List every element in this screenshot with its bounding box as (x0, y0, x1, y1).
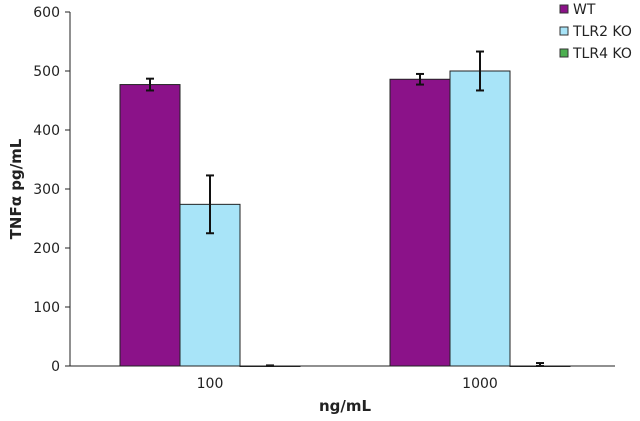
bar-wt-1000 (389, 78, 451, 367)
y-axis-ticks: 0 100 200 300 400 500 600 (33, 5, 70, 375)
y-axis-label: TNFα pg/mL (7, 138, 25, 239)
legend-swatch (559, 4, 569, 14)
bar-wt-100 (119, 84, 181, 367)
legend-label: WT (573, 2, 596, 18)
legend: WT TLR2 KO TLR4 KO (559, 2, 632, 62)
y-tick-label: 100 (33, 300, 60, 316)
x-axis-ticks: 100 1000 (197, 376, 498, 392)
x-tick-label: 1000 (462, 376, 498, 392)
x-tick-label: 100 (197, 376, 224, 392)
bar-tlr2-ko-1000 (449, 70, 511, 367)
y-tick-label: 200 (33, 241, 60, 257)
y-tick-label: 400 (33, 123, 60, 139)
y-tick-label: 500 (33, 64, 60, 80)
legend-swatch (559, 48, 569, 58)
y-tick-label: 0 (51, 359, 60, 375)
bars (119, 50, 571, 367)
legend-swatch (559, 26, 569, 36)
legend-label: TLR4 KO (572, 46, 632, 62)
y-tick-label: 600 (33, 5, 60, 21)
y-tick-label: 300 (33, 182, 60, 198)
x-axis-label: ng/mL (319, 397, 372, 415)
legend-label: TLR2 KO (572, 24, 632, 40)
